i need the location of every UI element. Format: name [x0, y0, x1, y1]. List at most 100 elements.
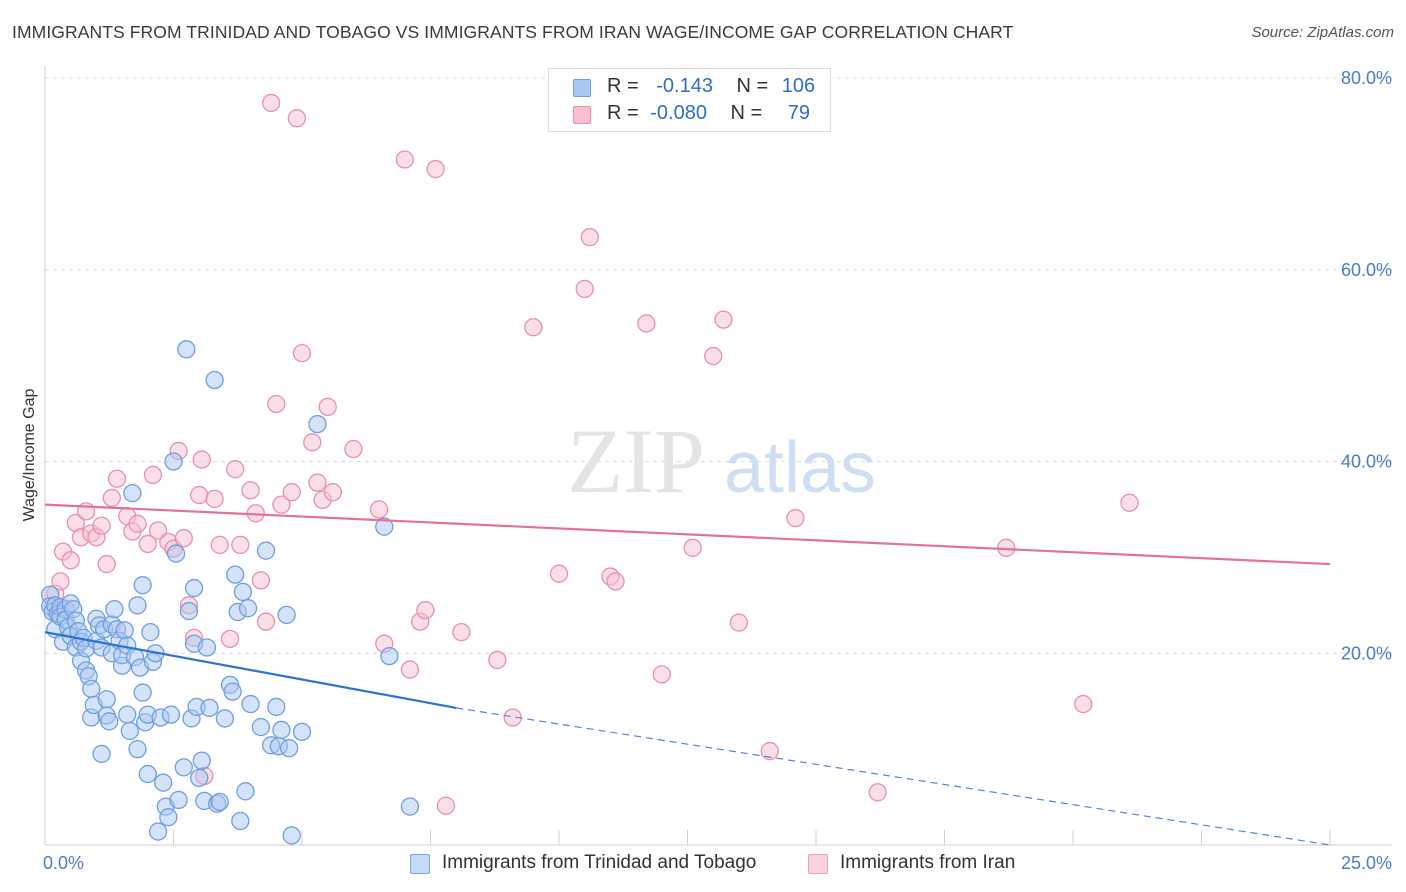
point-trinidad	[197, 638, 217, 657]
point-iran	[503, 708, 522, 727]
point-trinidad	[210, 792, 229, 812]
point-iran	[292, 344, 312, 363]
point-iran	[580, 228, 599, 247]
point-iran	[786, 508, 805, 528]
point-trinidad	[400, 797, 420, 816]
point-trinidad	[380, 646, 399, 666]
y-tick-label: 20.0%	[1341, 643, 1392, 663]
point-iran	[714, 310, 733, 329]
point-iran	[267, 394, 286, 414]
point-trinidad	[154, 773, 173, 792]
legend-n-value: 106	[781, 75, 816, 97]
point-trinidad	[105, 599, 124, 619]
point-iran	[400, 660, 420, 679]
point-iran	[344, 439, 363, 459]
legend-r-label: R =	[607, 102, 639, 124]
point-trinidad	[375, 517, 394, 536]
point-trinidad	[236, 782, 255, 801]
y-tick-label: 80.0%	[1341, 68, 1392, 88]
point-trinidad	[174, 758, 193, 777]
trend-line-iran	[44, 503, 1331, 566]
point-trinidad	[92, 744, 111, 764]
point-iran	[102, 488, 121, 508]
point-trinidad	[133, 683, 152, 702]
point-iran	[262, 93, 281, 113]
watermark-zip: ZIP	[567, 410, 705, 512]
y-axis-label: Wage/Income Gap	[21, 389, 38, 522]
point-trinidad	[233, 582, 253, 602]
point-iran	[210, 535, 229, 555]
point-iran	[868, 783, 887, 802]
point-iran	[369, 500, 389, 519]
point-iran	[637, 314, 656, 333]
point-trinidad	[238, 599, 258, 618]
point-iran	[729, 613, 749, 632]
point-trinidad	[141, 623, 160, 642]
point-trinidad	[277, 605, 296, 625]
x-tick-label: 0.0%	[43, 853, 84, 873]
point-iran	[488, 650, 507, 670]
point-trinidad	[138, 764, 157, 784]
legend-r-value: -0.080	[650, 102, 707, 124]
point-iran	[652, 665, 671, 684]
point-trinidad	[184, 578, 204, 598]
point-iran	[436, 796, 456, 815]
point-iran	[323, 483, 342, 502]
x-tick-labels: 0.0% 25.0%	[43, 853, 1392, 873]
axes	[44, 66, 1392, 846]
point-iran	[241, 481, 260, 500]
point-iran	[303, 433, 322, 452]
point-iran	[148, 521, 168, 540]
y-tick-label: 60.0%	[1341, 260, 1392, 280]
point-iran	[287, 109, 307, 128]
point-trinidad	[308, 414, 327, 434]
legend-r-label: R =	[607, 75, 639, 97]
point-iran	[192, 450, 211, 469]
point-iran	[575, 279, 594, 299]
point-iran	[97, 554, 116, 574]
legend-n-label: N =	[736, 75, 769, 97]
source-note: Source: ZipAtlas.com	[1251, 24, 1394, 41]
chart-title: IMMIGRANTS FROM TRINIDAD AND TOBAGO VS I…	[12, 22, 1014, 42]
data-points	[40, 93, 1139, 845]
watermark-atlas: atlas	[724, 428, 876, 508]
point-iran	[416, 600, 435, 620]
point-trinidad	[272, 720, 291, 740]
point-iran	[272, 495, 291, 514]
legend-swatch-iran	[573, 106, 591, 124]
point-trinidad	[120, 721, 139, 741]
point-trinidad	[267, 697, 286, 717]
point-iran	[205, 489, 224, 509]
point-trinidad	[223, 682, 242, 701]
point-trinidad	[159, 808, 178, 827]
point-trinidad	[241, 694, 260, 714]
point-iran	[549, 564, 569, 583]
point-trinidad	[123, 483, 142, 503]
stats-legend: R = -0.143 N = 106 R = -0.080 N = 79	[548, 68, 831, 132]
point-iran	[395, 150, 414, 169]
point-trinidad	[166, 544, 186, 563]
point-iran	[128, 514, 147, 533]
point-trinidad	[192, 751, 211, 770]
point-trinidad	[148, 822, 168, 841]
point-iran	[138, 534, 157, 554]
point-iran	[760, 741, 779, 761]
trend-line-trinidad-extension	[456, 707, 1331, 846]
point-iran	[174, 529, 193, 548]
point-iran	[426, 159, 445, 179]
series-swatch-trinidad	[410, 854, 430, 874]
point-trinidad	[215, 709, 235, 728]
watermark: ZIP atlas	[567, 410, 876, 512]
point-trinidad	[115, 621, 134, 640]
x-tick-label: 25.0%	[1341, 853, 1392, 873]
point-trinidad	[133, 576, 152, 595]
trend-lines	[44, 503, 1331, 846]
point-trinidad	[169, 790, 188, 810]
y-tick-label: 40.0%	[1341, 452, 1392, 472]
point-iran	[452, 623, 471, 642]
point-iran	[51, 572, 70, 591]
point-iran	[251, 571, 271, 590]
series-label-iran: Immigrants from Iran	[840, 852, 1016, 873]
point-trinidad	[226, 565, 245, 584]
